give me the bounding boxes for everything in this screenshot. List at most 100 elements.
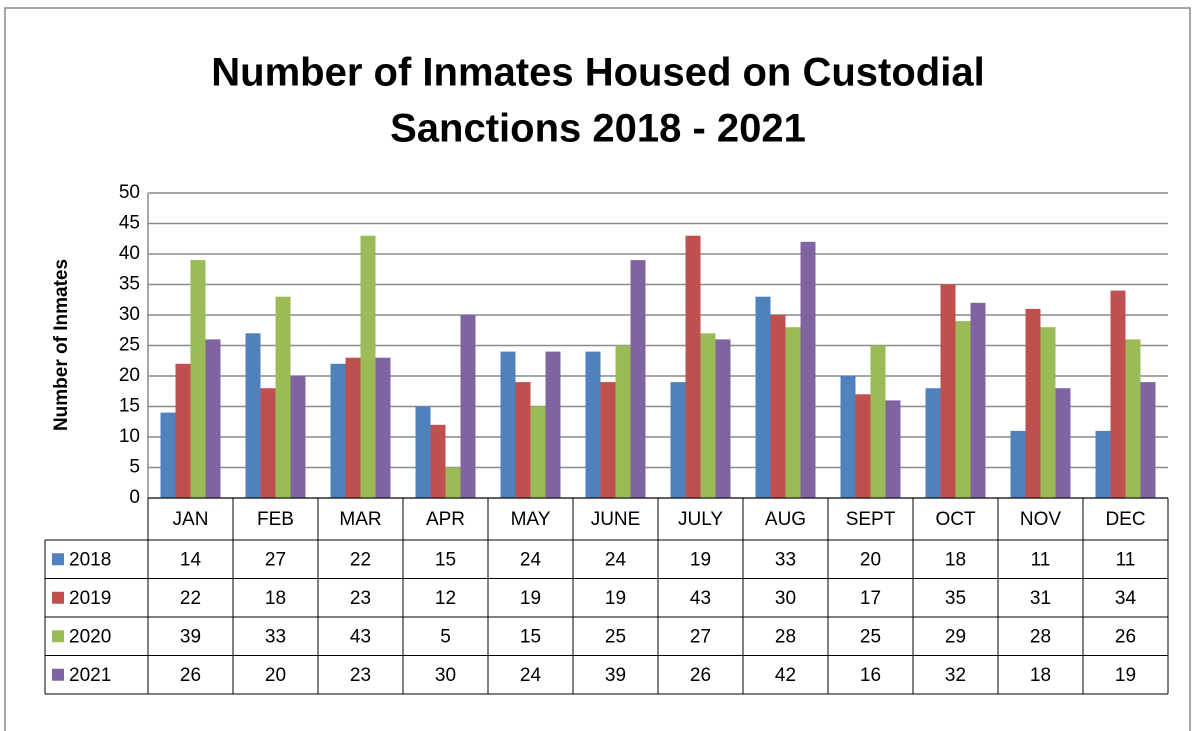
bar — [1025, 308, 1041, 498]
bar — [345, 357, 361, 498]
x-tick-label: JULY — [678, 509, 723, 530]
table-value: 22 — [350, 549, 371, 570]
table-value: 25 — [860, 626, 881, 647]
x-tick-label: APR — [426, 509, 465, 530]
bar — [785, 327, 801, 498]
bar — [700, 333, 716, 498]
legend-label: 2019 — [69, 588, 111, 609]
legend-key — [52, 553, 64, 566]
bar — [205, 339, 221, 498]
table-value: 27 — [690, 626, 711, 647]
x-tick-label: FEB — [257, 509, 294, 530]
table-value: 27 — [265, 549, 286, 570]
y-tick-label: 15 — [119, 396, 140, 417]
table-value: 23 — [350, 665, 371, 686]
x-tick-label: OCT — [935, 509, 976, 530]
chart-title: Sanctions 2018 - 2021 — [390, 107, 806, 151]
table-value: 19 — [520, 588, 541, 609]
legend-key — [52, 591, 64, 604]
table-value: 29 — [945, 626, 966, 647]
table-value: 18 — [945, 549, 966, 570]
x-tick-label: SEPT — [846, 509, 896, 530]
y-tick-label: 10 — [119, 426, 140, 447]
bar — [800, 241, 816, 499]
table-value: 19 — [690, 549, 711, 570]
y-tick-label: 40 — [119, 243, 140, 264]
y-tick-label: 35 — [119, 274, 140, 295]
table-value: 11 — [1031, 549, 1051, 570]
bar — [375, 357, 391, 498]
table-value: 30 — [775, 588, 796, 609]
table-value: 30 — [435, 665, 456, 686]
table-value: 23 — [350, 588, 371, 609]
y-tick-label: 30 — [119, 304, 140, 325]
bar — [925, 388, 941, 498]
table-value: 28 — [775, 626, 796, 647]
bar — [1095, 430, 1111, 498]
table-value: 26 — [180, 665, 201, 686]
y-tick-label: 0 — [129, 487, 140, 508]
bar — [260, 388, 276, 498]
bar — [670, 382, 686, 498]
bar — [500, 351, 516, 498]
bar — [855, 394, 871, 498]
y-tick-label: 45 — [119, 213, 140, 234]
bar — [360, 235, 376, 498]
bar — [715, 339, 731, 498]
legend-label: 2021 — [69, 665, 111, 686]
table-value: 35 — [945, 588, 966, 609]
y-axis-title: Number of Inmates — [51, 259, 72, 431]
bar — [175, 363, 191, 498]
bar — [1055, 388, 1071, 498]
bar — [460, 315, 476, 498]
table-value: 16 — [860, 665, 881, 686]
table-value: 31 — [1030, 588, 1051, 609]
bar — [630, 260, 646, 498]
table-value: 19 — [605, 588, 626, 609]
table-value: 33 — [775, 549, 796, 570]
table-value: 26 — [690, 665, 711, 686]
chart-border — [4, 7, 1191, 731]
bar — [515, 382, 531, 498]
table-value: 24 — [520, 665, 542, 686]
x-tick-label: MAY — [511, 509, 551, 530]
table-value: 12 — [435, 588, 456, 609]
table-value: 15 — [435, 549, 456, 570]
bar — [545, 351, 561, 498]
x-tick-label: JUNE — [591, 509, 641, 530]
bar — [970, 302, 986, 498]
bar — [955, 321, 971, 498]
bar — [415, 406, 431, 498]
bar — [615, 345, 631, 498]
bar — [330, 363, 346, 498]
bar — [190, 260, 206, 498]
x-tick-label: NOV — [1020, 509, 1062, 530]
bar — [530, 406, 546, 498]
table-value: 33 — [265, 626, 286, 647]
bar — [1040, 327, 1056, 498]
bar — [600, 382, 616, 498]
table-value: 19 — [1115, 665, 1136, 686]
table-value: 18 — [1030, 665, 1051, 686]
table-value: 39 — [605, 665, 626, 686]
table-value: 42 — [775, 665, 796, 686]
legend-label: 2020 — [69, 626, 111, 647]
legend-key — [52, 630, 64, 643]
bar — [160, 412, 176, 498]
table-value: 43 — [350, 626, 371, 647]
y-tick-label: 20 — [119, 365, 140, 386]
table-value: 5 — [440, 626, 451, 647]
table-value: 15 — [520, 626, 541, 647]
bar — [1010, 430, 1026, 498]
table-value: 32 — [945, 665, 966, 686]
table-value: 34 — [1115, 588, 1137, 609]
bar — [245, 333, 261, 498]
x-tick-label: DEC — [1105, 509, 1145, 530]
bar — [840, 376, 856, 498]
x-tick-label: MAR — [339, 509, 381, 530]
y-tick-label: 5 — [129, 457, 140, 478]
legend-label: 2018 — [69, 549, 111, 570]
table-value: 20 — [265, 665, 286, 686]
bar — [1140, 382, 1156, 498]
